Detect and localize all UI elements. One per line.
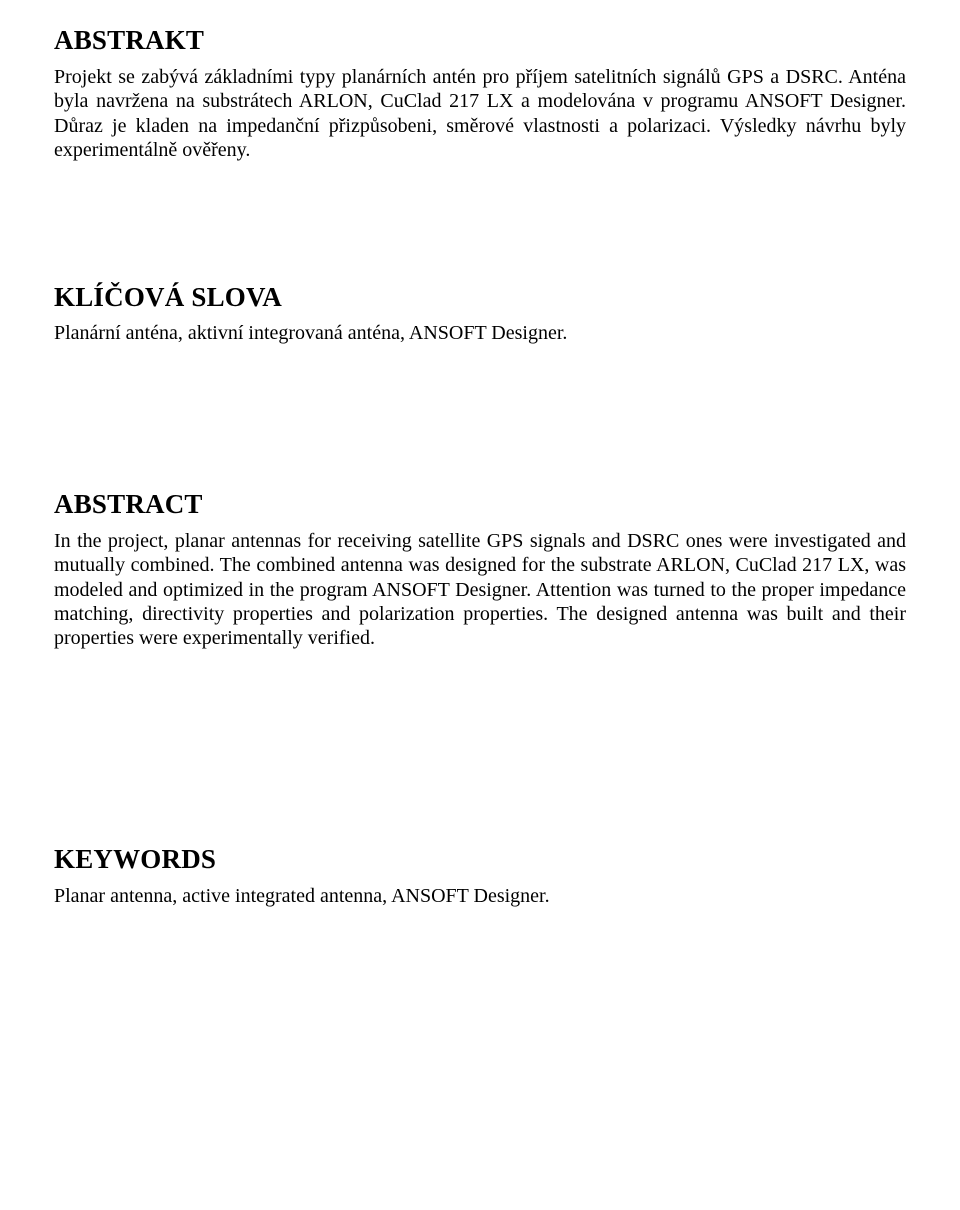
- abstrakt-body: Projekt se zabývá základními typy planár…: [54, 65, 906, 163]
- abstract-en-section: ABSTRACT In the project, planar antennas…: [54, 488, 906, 651]
- keywords-heading: KEYWORDS: [54, 843, 906, 876]
- abstract-en-heading: ABSTRACT: [54, 488, 906, 521]
- abstrakt-heading: ABSTRAKT: [54, 24, 906, 57]
- keywords-body: Planar antenna, active integrated antenn…: [54, 884, 906, 908]
- keywords-section: KEYWORDS Planar antenna, active integrat…: [54, 843, 906, 908]
- abstract-en-body: In the project, planar antennas for rece…: [54, 529, 906, 651]
- klicova-slova-heading: KLÍČOVÁ SLOVA: [54, 281, 906, 314]
- klicova-slova-section: KLÍČOVÁ SLOVA Planární anténa, aktivní i…: [54, 281, 906, 346]
- klicova-slova-body: Planární anténa, aktivní integrovaná ant…: [54, 321, 906, 345]
- abstrakt-section: ABSTRAKT Projekt se zabývá základními ty…: [54, 24, 906, 163]
